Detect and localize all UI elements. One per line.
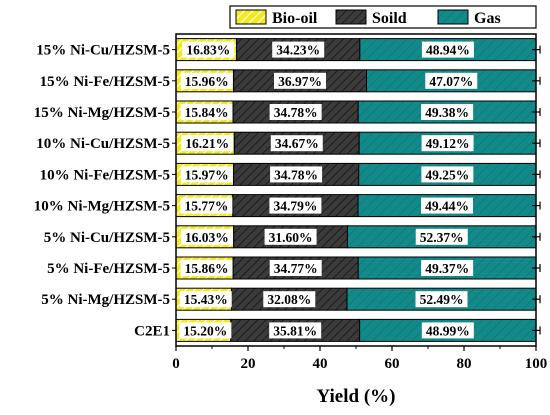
data-label: 49.37% — [425, 261, 469, 276]
data-label-bg — [269, 260, 322, 276]
data-label-bg — [180, 166, 233, 183]
data-label: 15.43% — [184, 292, 228, 307]
data-label-bg — [269, 104, 322, 120]
data-label-bg — [180, 104, 233, 120]
data-label: 34.23% — [276, 43, 320, 58]
data-label: 31.60% — [269, 230, 313, 245]
data-label: 49.25% — [425, 167, 469, 182]
data-label-bg — [274, 72, 327, 89]
data-label-bg — [415, 291, 468, 308]
x-tick-label: 80 — [457, 356, 472, 372]
legend-label: Gas — [474, 10, 501, 27]
data-label-bg — [181, 135, 234, 152]
category-label: 10% Ni-Fe/HZSM-5 — [40, 167, 170, 183]
data-label-bg — [179, 322, 232, 339]
x-tick-label: 60 — [385, 356, 400, 372]
data-label: 52.37% — [420, 230, 464, 245]
category-label: 15% Ni-Mg/HZSM-5 — [34, 105, 170, 121]
data-label: 34.78% — [274, 105, 318, 120]
data-label: 34.79% — [273, 199, 317, 214]
data-label: 16.21% — [185, 136, 229, 151]
data-label: 49.12% — [426, 136, 470, 151]
x-tick-label: 100 — [525, 356, 548, 372]
category-label: 10% Ni-Cu/HZSM-5 — [36, 136, 170, 152]
data-label: 15.86% — [185, 261, 229, 276]
data-label: 48.94% — [426, 43, 470, 58]
data-label: 36.97% — [278, 74, 322, 89]
category-label: 5% Ni-Fe/HZSM-5 — [47, 261, 170, 277]
data-label-bg — [270, 135, 323, 152]
data-label-bg — [415, 228, 468, 245]
data-label: 34.78% — [274, 167, 318, 182]
data-label-bg — [272, 41, 325, 58]
data-label-bg — [269, 322, 322, 339]
x-tick-label: 0 — [172, 356, 180, 372]
x-tick-label: 20 — [241, 356, 256, 372]
x-tick-label: 40 — [313, 356, 328, 372]
category-label: 5% Ni-Mg/HZSM-5 — [41, 292, 170, 308]
data-label-bg — [180, 197, 233, 214]
data-label-bg — [182, 41, 235, 58]
data-label: 35.81% — [273, 323, 317, 338]
data-label: 52.49% — [420, 292, 464, 307]
category-label: 15% Ni-Cu/HZSM-5 — [36, 43, 170, 59]
data-label: 49.44% — [425, 199, 469, 214]
legend-label: Soild — [372, 10, 407, 27]
data-label-bg — [263, 291, 316, 308]
chart-labels: 16.83% 34.23% 48.94% 15% Ni-Cu/HZSM-5 15.96%… — [34, 41, 478, 339]
data-label: 48.99% — [426, 323, 470, 338]
data-label-bg — [180, 72, 233, 89]
data-label-bg — [421, 260, 474, 276]
data-label: 15.20% — [183, 323, 227, 338]
data-label: 34.67% — [275, 136, 319, 151]
data-label-bg — [421, 166, 474, 183]
category-label: C2E1 — [134, 323, 170, 339]
data-label-bg — [421, 322, 474, 339]
x-axis-title: Yield (%) — [317, 386, 396, 407]
category-label: 15% Ni-Fe/HZSM-5 — [40, 74, 170, 90]
data-label: 16.03% — [185, 230, 229, 245]
category-label: 10% Ni-Mg/HZSM-5 — [34, 199, 170, 215]
data-label-bg — [179, 291, 232, 308]
data-label: 15.77% — [184, 199, 228, 214]
data-label-bg — [421, 104, 474, 120]
data-label: 49.38% — [425, 105, 469, 120]
data-label-bg — [425, 72, 478, 89]
data-label-bg — [180, 228, 233, 245]
chart-axes: 0 20 40 60 80 100 — [172, 33, 548, 372]
data-label-bg — [180, 260, 233, 276]
data-label-bg — [269, 197, 322, 214]
data-label: 15.84% — [185, 105, 229, 120]
legend-swatch-gas — [437, 9, 469, 25]
data-label-bg — [421, 197, 474, 214]
data-label-bg — [270, 166, 323, 183]
legend-swatch-bio-oil — [235, 9, 267, 25]
data-label-bg — [421, 135, 474, 152]
data-label: 15.96% — [185, 74, 229, 89]
legend-label: Bio-oil — [272, 10, 318, 27]
data-label: 47.07% — [429, 74, 473, 89]
data-label: 15.97% — [185, 167, 229, 182]
legend-swatch-soild — [335, 9, 367, 25]
data-label-bg — [264, 228, 317, 245]
data-label: 34.77% — [274, 261, 318, 276]
data-label: 32.08% — [267, 292, 311, 307]
chart-legend: Bio-oil Soild Gas — [229, 5, 537, 29]
category-label: 5% Ni-Cu/HZSM-5 — [44, 230, 170, 246]
data-label: 16.83% — [186, 43, 230, 58]
data-label-bg — [421, 41, 474, 58]
